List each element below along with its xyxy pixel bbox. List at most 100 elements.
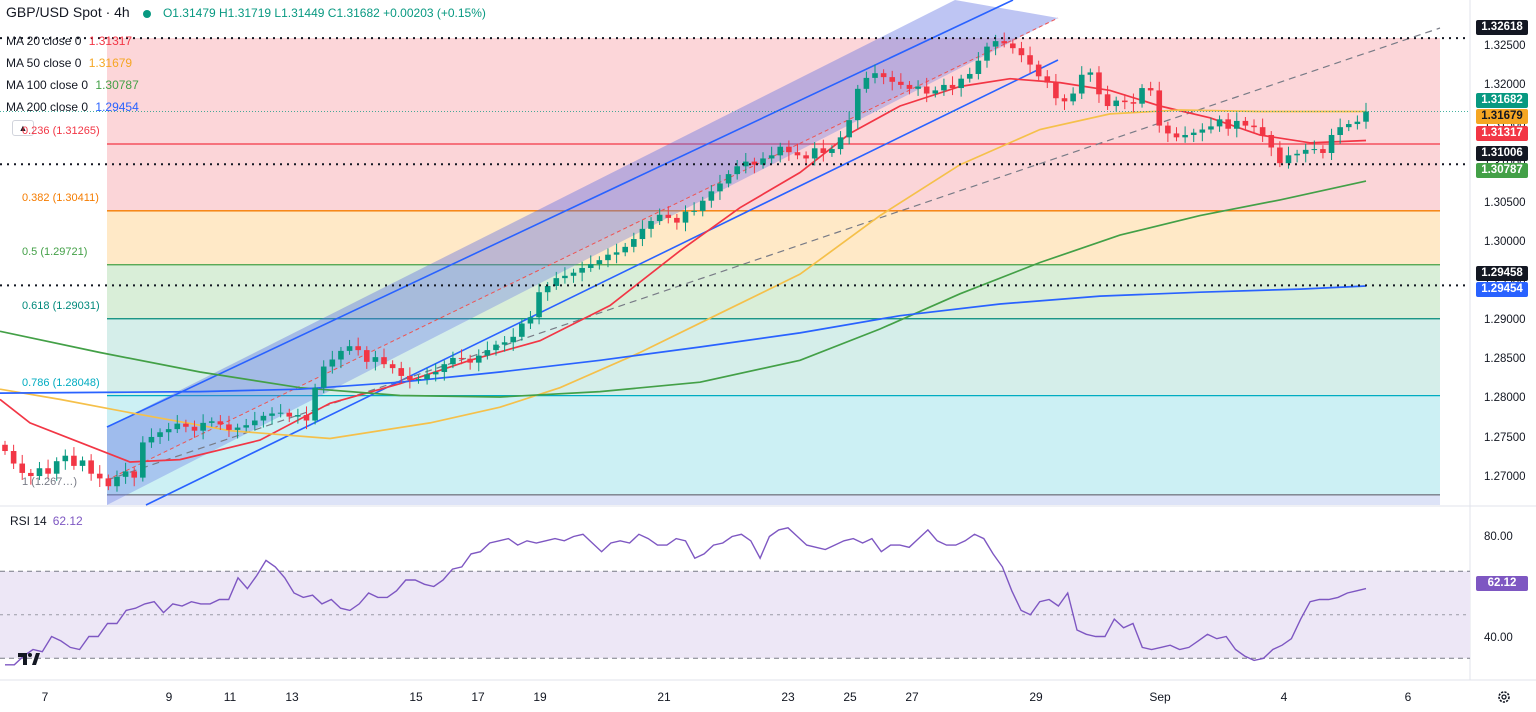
ma50-line [0, 109, 1366, 440]
y-tick-10: 1.27500 [1484, 431, 1526, 444]
candle-body [734, 166, 740, 175]
x-tick-13: 13 [285, 690, 299, 704]
candle-body [656, 214, 663, 222]
candle-body [286, 412, 293, 417]
candle-body [260, 415, 267, 421]
candle-body [794, 152, 801, 156]
candle-body [165, 429, 172, 433]
y-tick-7: 1.29000 [1484, 314, 1526, 327]
candle-body [846, 120, 852, 138]
fib-label-0.618: 0.618 (1.29031) [22, 299, 100, 312]
rsi-tick-40: 40.00 [1484, 632, 1513, 644]
candle-body [45, 468, 51, 474]
x-tick-11: 11 [223, 690, 237, 704]
candle-body [381, 357, 387, 365]
candle-body [1328, 134, 1335, 153]
candle-body [19, 463, 26, 473]
fib-zone-0.786 [107, 395, 1440, 495]
candle-body [1130, 102, 1137, 104]
candle-body [570, 272, 577, 276]
candle-body [648, 221, 654, 229]
x-tick-23: 23 [781, 690, 795, 704]
candle-body [191, 426, 198, 431]
candle-body [1208, 126, 1214, 130]
candle-body [183, 423, 189, 427]
fib-zone-bottom [107, 494, 1440, 505]
settings-gear-icon[interactable] [1497, 690, 1511, 704]
candle-body [10, 451, 17, 464]
candle-body [777, 146, 784, 156]
ma200-value: 1.29454 [95, 100, 139, 114]
candle-body [872, 73, 878, 78]
candle-body [863, 77, 870, 89]
candle-body [467, 358, 473, 363]
candle-body [562, 275, 568, 279]
candle-body [510, 336, 517, 343]
price-tag-1.32618: 1.32618 [1476, 20, 1528, 35]
candle-body [174, 423, 181, 430]
candle-body [1147, 88, 1154, 91]
x-tick-29: 29 [1029, 690, 1043, 704]
x-tick-27: 27 [905, 690, 919, 704]
candle-body [820, 148, 827, 153]
candle-body [674, 217, 680, 223]
fib-label-0.786: 0.786 (1.28048) [22, 376, 100, 389]
candle-body [1087, 72, 1094, 75]
ma200-label: MA 200 close 0 [6, 100, 89, 114]
ma50-legend[interactable]: MA 50 close 0 1.31679 [6, 56, 132, 70]
candle-body [682, 211, 689, 223]
symbol-header: GBP/USD Spot · 4h O1.31479 H1.31719 L1.3… [6, 4, 486, 20]
y-tick-0: 1.32500 [1484, 40, 1526, 53]
candle-body [62, 455, 69, 462]
candle-body [536, 292, 542, 318]
candle-body [786, 146, 792, 153]
tradingview-logo-icon[interactable] [18, 652, 40, 665]
candle-body [269, 413, 275, 416]
candle-body [501, 342, 508, 345]
candle-body [200, 422, 206, 431]
candle-body [880, 73, 887, 78]
candle-body [1337, 127, 1343, 135]
candle-body [1070, 93, 1076, 102]
channel-lower-line [145, 59, 1059, 506]
candle-body [1173, 133, 1180, 138]
price-tag-1.31317: 1.31317 [1476, 126, 1528, 141]
ma20-legend[interactable]: MA 20 close 0 1.31317 [6, 34, 132, 48]
x-tick-7: 7 [41, 690, 49, 704]
candle-body [157, 432, 163, 437]
x-tick-17: 17 [471, 690, 485, 704]
candle-body [665, 214, 672, 218]
symbol-title[interactable]: GBP/USD Spot · 4h [6, 4, 130, 20]
collapse-legend-icon[interactable]: ▲ [12, 120, 34, 136]
candle-body [36, 468, 43, 477]
rsi-value: 62.12 [52, 514, 83, 528]
price-tag-1.29458: 1.29458 [1476, 266, 1528, 281]
candle-body [829, 149, 835, 153]
candle-body [208, 421, 215, 423]
price-tag-1.31679: 1.31679 [1476, 109, 1528, 124]
candle-body [596, 260, 603, 265]
candle-body [1104, 94, 1111, 107]
candle-body [717, 183, 723, 192]
candle-body [79, 460, 86, 466]
ma20-value: 1.31317 [88, 34, 133, 48]
candle-body [1277, 147, 1283, 164]
ma100-legend[interactable]: MA 100 close 0 1.30787 [6, 78, 139, 92]
candle-body [1061, 98, 1068, 102]
candle-body [226, 424, 232, 430]
regression-channel-fill [107, 0, 1058, 505]
rsi-price-tag: 62.12 [1476, 576, 1528, 591]
candle-body [1225, 119, 1231, 129]
rsi-legend[interactable]: RSI 14 62.12 [10, 514, 83, 528]
candle-body [639, 228, 646, 240]
candle-body [605, 254, 611, 261]
x-tick-4: 4 [1280, 690, 1288, 704]
candle-body [708, 191, 715, 201]
ma200-legend[interactable]: MA 200 close 0 1.29454 [6, 100, 139, 114]
candle-body [889, 77, 896, 82]
candle-body [424, 374, 430, 380]
candle-body [544, 285, 551, 293]
x-tick-6: 6 [1404, 690, 1412, 704]
